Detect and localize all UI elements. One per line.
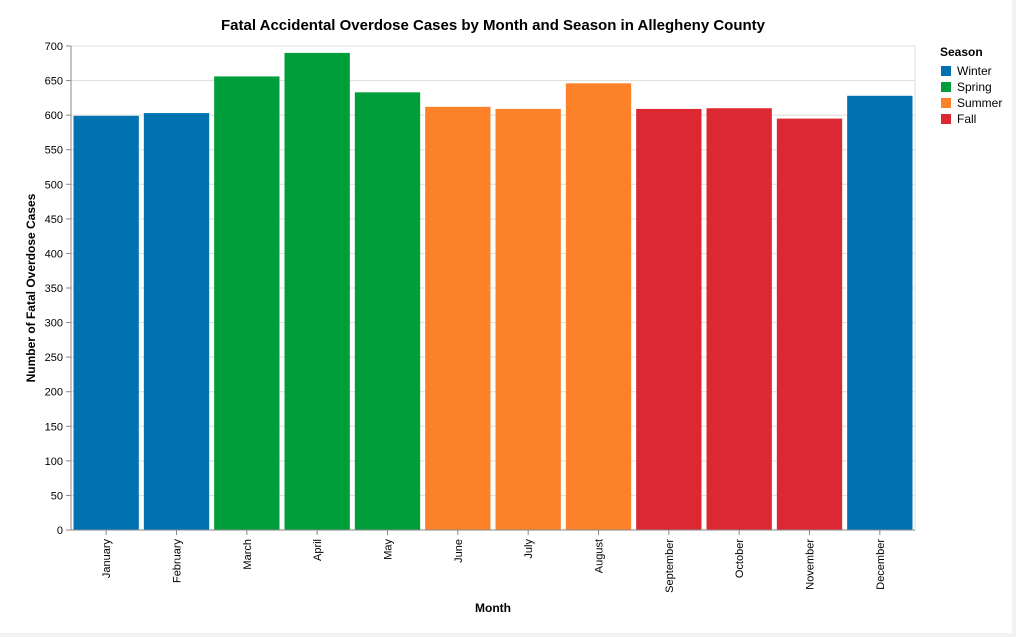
- y-tick-label: 200: [45, 387, 63, 399]
- x-tick-label: July: [523, 539, 535, 559]
- legend-title: Season: [940, 45, 983, 59]
- x-tick-label: February: [172, 539, 184, 584]
- y-tick-label: 500: [45, 179, 63, 191]
- y-tick-label: 700: [45, 41, 63, 53]
- chart-title: Fatal Accidental Overdose Cases by Month…: [221, 17, 766, 34]
- x-tick-label: June: [453, 539, 465, 563]
- x-tick-label: September: [664, 539, 676, 593]
- legend-label-summer: Summer: [957, 96, 1002, 110]
- y-tick-label: 150: [45, 421, 63, 433]
- legend-label-winter: Winter: [957, 64, 992, 78]
- x-tick-label: March: [242, 539, 254, 570]
- legend-swatch-summer[interactable]: [941, 98, 951, 108]
- x-tick-label: October: [734, 539, 746, 578]
- x-axis-title: Month: [475, 601, 511, 615]
- bar-august[interactable]: [565, 83, 632, 530]
- bar-july[interactable]: [495, 108, 561, 531]
- y-tick-label: 300: [45, 318, 63, 330]
- y-tick-label: 550: [45, 145, 63, 157]
- x-tick-label: November: [805, 539, 817, 590]
- bar-january[interactable]: [73, 115, 139, 530]
- y-tick-label: 350: [45, 283, 63, 295]
- y-tick-label: 600: [45, 110, 63, 122]
- bar-december[interactable]: [847, 95, 913, 530]
- legend: Season Winter Spring Summer Fall: [940, 45, 1002, 126]
- x-tick-label: April: [312, 539, 324, 561]
- legend-swatch-fall[interactable]: [941, 114, 951, 124]
- y-tick-label: 0: [57, 525, 63, 537]
- legend-swatch-winter[interactable]: [941, 66, 951, 76]
- legend-swatch-spring[interactable]: [941, 82, 951, 92]
- legend-items: Winter Spring Summer Fall: [941, 64, 1002, 126]
- x-tick-label: August: [594, 539, 606, 573]
- x-tick-label: January: [101, 539, 113, 579]
- bar-november[interactable]: [776, 118, 843, 530]
- y-tick-label: 450: [45, 214, 63, 226]
- y-tick-label: 100: [45, 456, 63, 468]
- bar-february[interactable]: [143, 113, 210, 530]
- bar-june[interactable]: [425, 106, 491, 531]
- y-axis: 0 50 100 150 200 250 300 350 400 450 500 550 600 650 7…: [45, 41, 72, 537]
- y-tick-label: 650: [45, 76, 63, 88]
- grid: [70, 45, 916, 531]
- bar-september[interactable]: [636, 108, 702, 531]
- bars: [73, 52, 913, 531]
- bar-october[interactable]: [706, 108, 772, 530]
- x-tick-label: December: [875, 539, 887, 590]
- bar-march[interactable]: [214, 76, 280, 531]
- y-tick-label: 400: [45, 248, 63, 260]
- y-axis-title: Number of Fatal Overdose Cases: [24, 193, 38, 382]
- x-axis: January February March April May June July Augu…: [71, 529, 915, 593]
- legend-label-fall: Fall: [957, 112, 976, 126]
- bar-may[interactable]: [354, 92, 421, 530]
- x-tick-label: May: [383, 539, 395, 560]
- y-tick-label: 250: [45, 352, 63, 364]
- legend-label-spring: Spring: [957, 80, 992, 94]
- y-tick-label: 50: [51, 490, 63, 502]
- bar-april[interactable]: [284, 52, 350, 531]
